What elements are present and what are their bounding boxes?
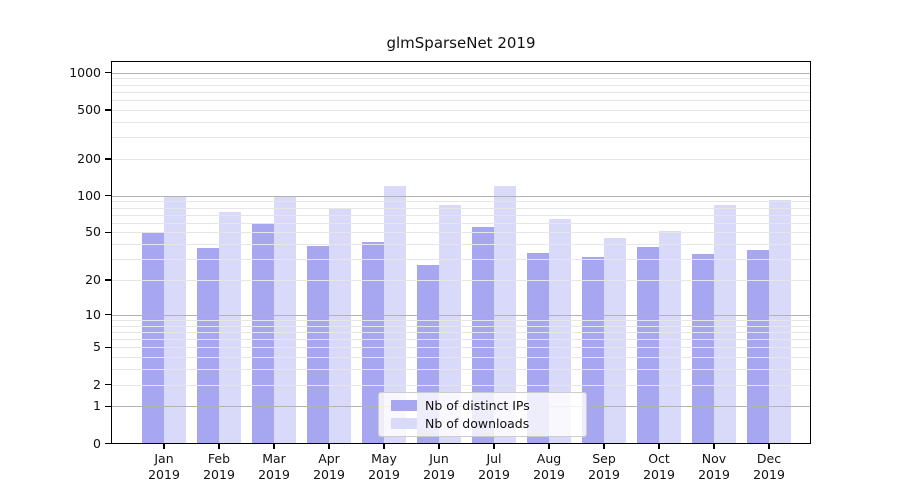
minor-gridline-50 bbox=[112, 232, 810, 234]
minor-gridline-30 bbox=[112, 259, 810, 261]
legend-label-downloads: Nb of downloads bbox=[425, 416, 530, 431]
minor-gridline-6 bbox=[112, 339, 810, 341]
y-tick-50 bbox=[105, 231, 111, 234]
minor-gridline-8 bbox=[112, 325, 810, 327]
minor-gridline-90 bbox=[112, 201, 810, 203]
y-tick-label-50: 50 bbox=[85, 224, 101, 240]
major-gridline-1000 bbox=[112, 72, 810, 74]
minor-gridline-9 bbox=[112, 319, 810, 321]
minor-gridline-2 bbox=[112, 384, 810, 386]
x-tick-jul bbox=[493, 444, 495, 449]
y-tick-label-100: 100 bbox=[77, 187, 101, 203]
legend-item-downloads: Nb of downloads bbox=[387, 416, 578, 431]
x-tick-sep bbox=[603, 444, 605, 449]
major-gridline-100 bbox=[112, 195, 810, 197]
x-tick-dec bbox=[768, 444, 770, 449]
x-tick-aug bbox=[548, 444, 550, 449]
x-tick-apr bbox=[328, 444, 330, 449]
minor-gridline-200 bbox=[112, 158, 810, 160]
bar-distinct-ips-oct bbox=[637, 246, 659, 444]
bar-downloads-dec bbox=[769, 199, 791, 444]
minor-gridline-20 bbox=[112, 280, 810, 282]
y-tick-0 bbox=[105, 442, 111, 445]
y-tick-label-1000: 1000 bbox=[69, 64, 101, 80]
x-tick-label-may: May 2019 bbox=[368, 451, 400, 482]
y-tick-1 bbox=[105, 405, 111, 407]
x-tick-label-jun: Jun 2019 bbox=[423, 451, 455, 482]
y-tick-500 bbox=[105, 109, 111, 111]
y-tick-20 bbox=[105, 279, 111, 281]
x-tick-label-apr: Apr 2019 bbox=[313, 451, 345, 482]
minor-gridline-800 bbox=[112, 84, 810, 86]
minor-gridline-70 bbox=[112, 214, 810, 216]
minor-gridline-40 bbox=[112, 244, 810, 246]
bar-distinct-ips-jan bbox=[142, 232, 164, 444]
x-tick-label-sep: Sep 2019 bbox=[588, 451, 620, 482]
x-tick-feb bbox=[218, 444, 220, 449]
bar-downloads-nov bbox=[714, 205, 736, 444]
bar-downloads-mar bbox=[274, 195, 296, 444]
legend-label-distinct-ips: Nb of distinct IPs bbox=[425, 398, 530, 413]
y-tick-label-1: 1 bbox=[93, 398, 101, 414]
x-tick-label-feb: Feb 2019 bbox=[203, 451, 235, 482]
x-tick-jun bbox=[438, 444, 440, 449]
bar-distinct-ips-mar bbox=[252, 222, 274, 444]
minor-gridline-5 bbox=[112, 347, 810, 349]
x-tick-label-oct: Oct 2019 bbox=[643, 451, 675, 482]
x-tick-label-jul: Jul 2019 bbox=[478, 451, 510, 482]
x-tick-label-jan: Jan 2019 bbox=[148, 451, 180, 482]
minor-gridline-3 bbox=[112, 369, 810, 371]
y-tick-200 bbox=[105, 158, 111, 160]
minor-gridline-60 bbox=[112, 222, 810, 224]
bar-distinct-ips-apr bbox=[307, 245, 329, 444]
y-tick-label-20: 20 bbox=[85, 272, 101, 288]
bar-distinct-ips-dec bbox=[747, 249, 769, 444]
minor-gridline-4 bbox=[112, 357, 810, 359]
y-tick-5 bbox=[105, 346, 111, 348]
major-gridline-10 bbox=[112, 314, 810, 316]
minor-gridline-700 bbox=[112, 91, 810, 93]
plot-frame bbox=[111, 61, 811, 444]
y-tick-10 bbox=[105, 314, 111, 316]
bar-distinct-ips-nov bbox=[692, 254, 714, 444]
x-tick-oct bbox=[658, 444, 660, 449]
y-tick-label-200: 200 bbox=[77, 150, 101, 166]
y-tick-label-5: 5 bbox=[93, 339, 101, 355]
x-tick-nov bbox=[713, 444, 715, 449]
minor-gridline-400 bbox=[112, 121, 810, 123]
legend-swatch-downloads bbox=[391, 418, 417, 429]
minor-gridline-7 bbox=[112, 331, 810, 333]
bar-downloads-jan bbox=[164, 195, 186, 444]
y-tick-label-0: 0 bbox=[93, 435, 101, 451]
bar-distinct-ips-feb bbox=[197, 248, 219, 444]
y-tick-100 bbox=[105, 195, 111, 197]
bar-downloads-oct bbox=[659, 231, 681, 444]
bar-downloads-sep bbox=[604, 238, 626, 444]
x-tick-mar bbox=[273, 444, 275, 449]
minor-gridline-500 bbox=[112, 109, 810, 111]
y-tick-label-10: 10 bbox=[85, 306, 101, 322]
chart-title: glmSparseNet 2019 bbox=[386, 34, 536, 52]
minor-gridline-300 bbox=[112, 137, 810, 139]
y-tick-1000 bbox=[105, 72, 111, 74]
x-tick-label-aug: Aug 2019 bbox=[533, 451, 565, 482]
legend: Nb of distinct IPs Nb of downloads bbox=[378, 392, 587, 437]
x-tick-label-nov: Nov 2019 bbox=[698, 451, 730, 482]
bar-downloads-feb bbox=[219, 211, 241, 444]
legend-item-distinct-ips: Nb of distinct IPs bbox=[387, 398, 578, 413]
bar-downloads-apr bbox=[329, 207, 351, 444]
x-tick-label-dec: Dec 2019 bbox=[753, 451, 785, 482]
minor-gridline-80 bbox=[112, 207, 810, 209]
y-tick-2 bbox=[105, 383, 111, 386]
x-tick-jan bbox=[163, 444, 165, 449]
legend-swatch-distinct-ips bbox=[391, 400, 417, 411]
y-tick-label-2: 2 bbox=[93, 376, 101, 392]
x-tick-may bbox=[383, 444, 385, 449]
x-tick-label-mar: Mar 2019 bbox=[258, 451, 290, 482]
minor-gridline-600 bbox=[112, 100, 810, 102]
minor-gridline-900 bbox=[112, 78, 810, 80]
y-tick-label-500: 500 bbox=[77, 101, 101, 117]
